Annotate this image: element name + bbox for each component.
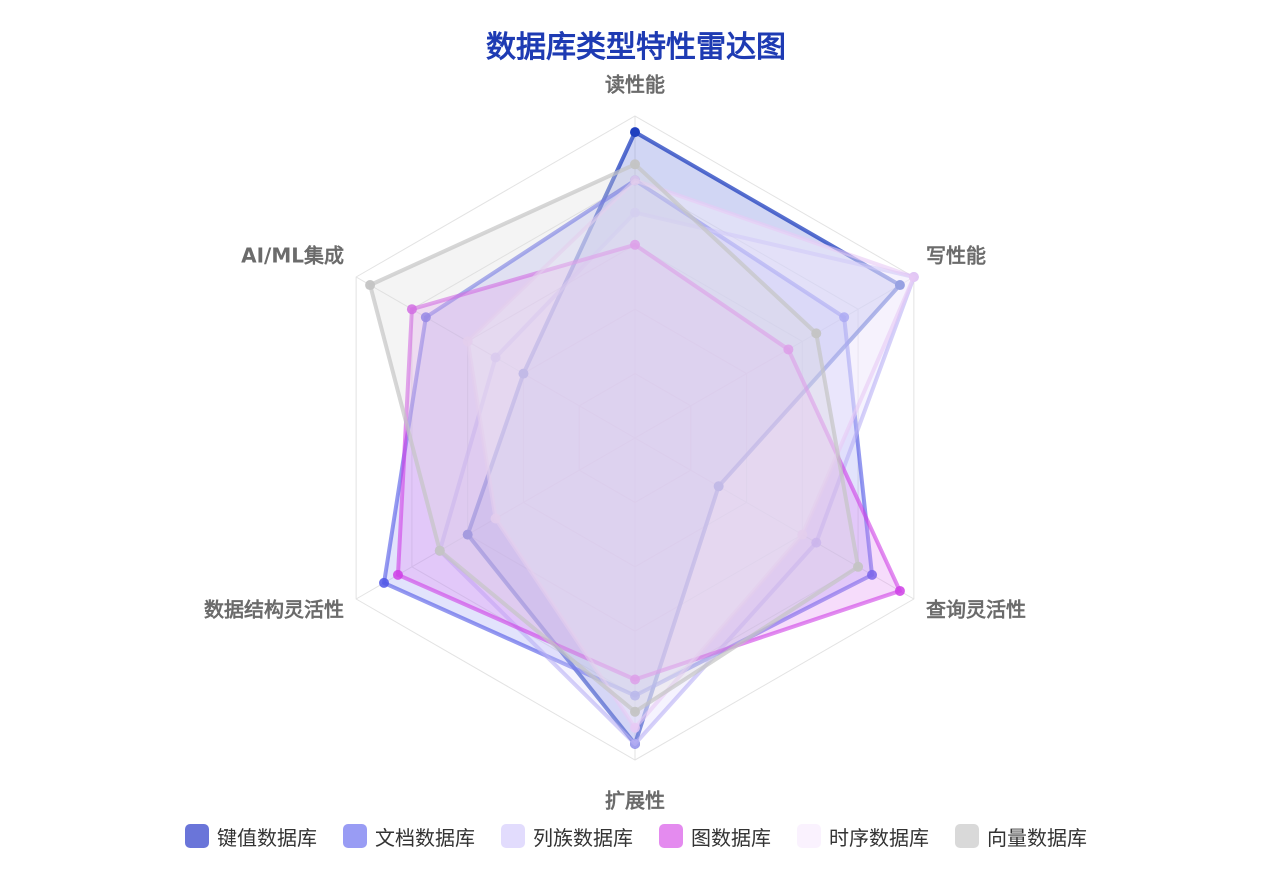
legend-swatch <box>343 824 367 848</box>
data-point <box>462 336 473 347</box>
axis-label: 数据结构灵活性 <box>204 598 344 622</box>
legend-item-time-series[interactable]: 时序数据库 <box>797 822 929 851</box>
legend-swatch <box>797 824 821 848</box>
data-point <box>630 127 640 138</box>
axis-label: AI/ML集成 <box>241 244 344 268</box>
series-5 <box>462 175 919 733</box>
data-point <box>630 706 640 717</box>
data-point <box>797 529 808 540</box>
legend-swatch <box>501 824 525 848</box>
legend-label: 时序数据库 <box>829 825 929 850</box>
axis-label: 读性能 <box>605 73 665 97</box>
data-point <box>908 272 919 282</box>
data-point <box>853 561 864 572</box>
legend-item-column-family[interactable]: 列族数据库 <box>501 822 633 851</box>
legend-item-kv[interactable]: 键值数据库 <box>185 822 317 851</box>
axis-label: 写性能 <box>926 244 986 268</box>
data-point <box>867 569 878 580</box>
legend-item-graph[interactable]: 图数据库 <box>659 822 771 851</box>
radar-series <box>365 127 919 749</box>
data-point <box>392 569 403 580</box>
data-point <box>630 239 640 250</box>
data-point <box>713 481 724 492</box>
legend-swatch <box>955 824 979 848</box>
axis-label: 查询灵活性 <box>926 598 1026 622</box>
data-point <box>894 280 905 291</box>
data-point <box>462 529 473 540</box>
legend-label: 图数据库 <box>691 825 771 850</box>
series-2 <box>379 175 878 701</box>
data-point <box>434 545 445 556</box>
data-point <box>783 344 794 355</box>
data-point <box>630 690 640 701</box>
data-point <box>518 368 529 379</box>
data-point <box>379 577 390 588</box>
grid-spoke <box>634 276 915 439</box>
legend-label: 文档数据库 <box>375 825 475 850</box>
data-point <box>894 585 905 596</box>
data-point <box>839 312 850 323</box>
data-point <box>365 280 376 291</box>
legend-label: 列族数据库 <box>533 825 633 850</box>
legend-item-vector[interactable]: 向量数据库 <box>955 822 1087 851</box>
legend-swatch <box>659 824 683 848</box>
data-point <box>811 537 822 548</box>
data-point <box>420 312 431 323</box>
axis-label: 扩展性 <box>605 789 665 813</box>
data-point <box>630 738 640 749</box>
data-point <box>490 352 501 363</box>
chart-title: 数据库类型特性雷达图 <box>486 30 786 65</box>
legend-swatch <box>185 824 209 848</box>
data-point <box>630 674 640 685</box>
series-4 <box>392 239 905 685</box>
legend-label: 向量数据库 <box>987 825 1087 850</box>
data-point <box>630 722 640 733</box>
data-point <box>811 328 822 339</box>
grid-spoke <box>634 437 915 600</box>
data-point <box>630 175 640 186</box>
series-6 <box>365 159 864 717</box>
data-point <box>630 207 640 218</box>
data-point <box>406 304 417 315</box>
data-point <box>490 513 501 524</box>
legend-label: 键值数据库 <box>217 825 317 850</box>
legend: 键值数据库 文档数据库 列族数据库 图数据库 时序数据库 向量数据库 <box>0 818 1272 854</box>
data-point <box>630 159 640 170</box>
legend-item-document[interactable]: 文档数据库 <box>343 822 475 851</box>
